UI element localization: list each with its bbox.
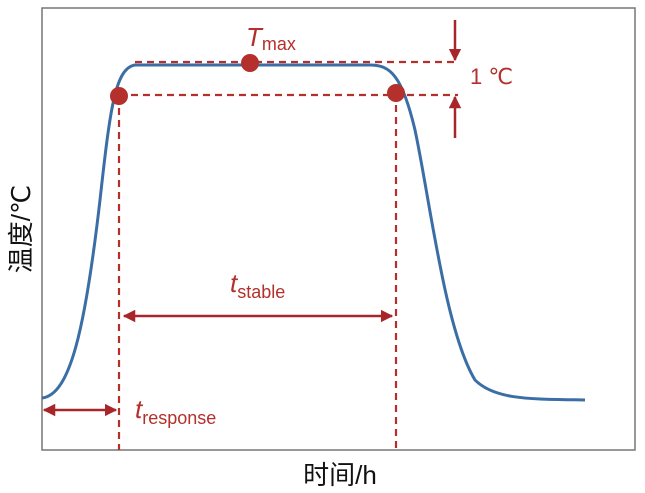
x-axis-label: 时间/h bbox=[303, 460, 377, 490]
end-point bbox=[387, 84, 405, 102]
symbol: t bbox=[135, 394, 144, 424]
symbol: t bbox=[230, 268, 239, 298]
subscript: max bbox=[262, 34, 296, 54]
stable-label: tstable bbox=[230, 268, 285, 302]
y-axis-label: 温度/℃ bbox=[6, 185, 36, 273]
temperature-curve bbox=[41, 63, 586, 402]
start-point bbox=[110, 87, 128, 105]
tmax-label: Tmax bbox=[246, 22, 296, 54]
response-label: tresponse bbox=[135, 394, 216, 428]
max-point bbox=[241, 54, 259, 72]
delta-label: 1 ℃ bbox=[470, 64, 513, 89]
plot-frame bbox=[41, 7, 636, 451]
subscript: response bbox=[142, 408, 216, 428]
symbol: T bbox=[246, 22, 264, 52]
subscript: stable bbox=[237, 282, 285, 302]
